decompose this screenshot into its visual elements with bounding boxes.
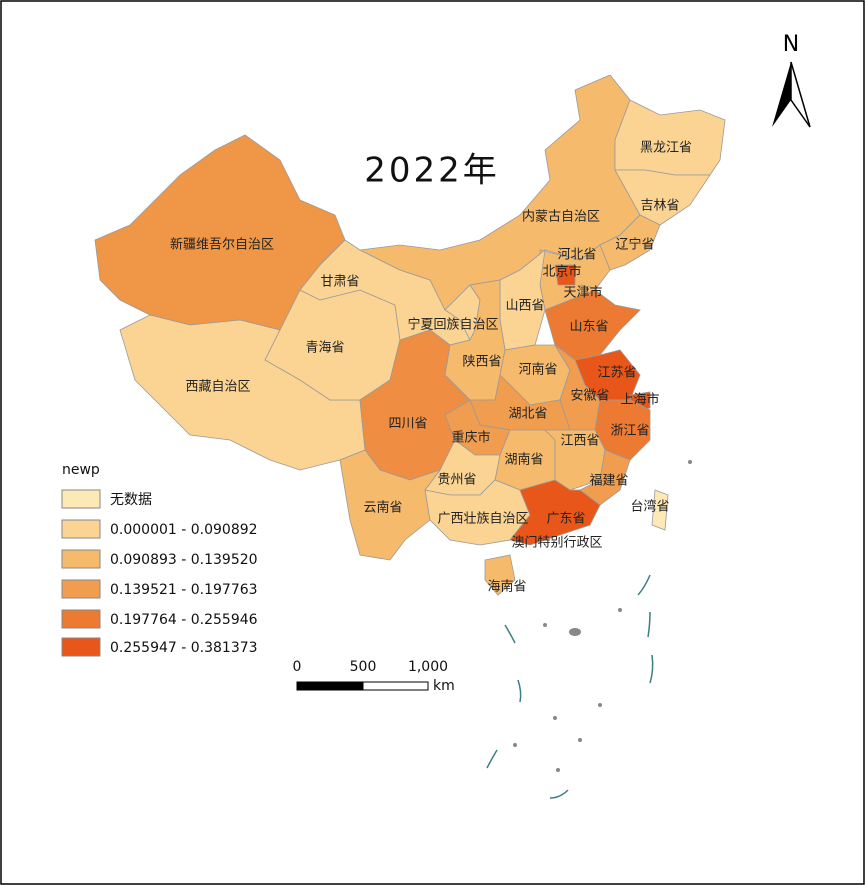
north-label: N — [783, 32, 799, 57]
nine-dash-line — [486, 574, 654, 799]
province-label: 澳门特别行政区 — [511, 535, 602, 551]
province-label: 陕西省 — [462, 355, 501, 370]
scale-unit: km — [433, 678, 455, 694]
province-label: 甘肃省 — [320, 275, 359, 290]
legend-label: 0.197764 - 0.255946 — [110, 612, 258, 628]
province-labels: 新疆维吾尔自治区 西藏自治区 青海省 甘肃省 内蒙古自治区 黑龙江省 吉林省 辽… — [170, 141, 692, 595]
province-label: 新疆维吾尔自治区 — [170, 237, 274, 253]
province — [509, 479, 601, 546]
province-label: 湖南省 — [504, 452, 543, 468]
scale-segment — [296, 681, 364, 691]
scale-label: 0 — [293, 659, 302, 675]
province-label: 江西省 — [560, 434, 599, 449]
legend-swatch — [61, 519, 101, 539]
legend-swatch — [61, 609, 101, 629]
islands — [513, 460, 692, 772]
scale-label: 1,000 — [408, 659, 448, 675]
province-label: 吉林省 — [640, 199, 679, 214]
province — [554, 264, 576, 286]
province-label: 福建省 — [589, 474, 628, 489]
province-label: 海南省 — [487, 579, 526, 595]
legend-swatch — [61, 579, 101, 599]
province-label: 重庆市 — [451, 430, 490, 446]
scale-bar: 0 500 1,000 km — [293, 659, 455, 694]
province-label: 河南省 — [518, 362, 557, 378]
legend-swatch — [61, 489, 101, 509]
province-label: 安徽省 — [570, 389, 609, 404]
province-label: 河北省 — [557, 248, 596, 263]
legend-label: 0.255947 - 0.381373 — [110, 640, 258, 656]
scale-label: 500 — [350, 659, 377, 675]
scale-segment — [362, 681, 429, 691]
province-label: 北京市 — [542, 264, 581, 280]
province-label: 江苏省 — [597, 365, 636, 381]
provinces — [94, 74, 726, 596]
legend-title: newp — [62, 462, 100, 478]
province-label: 西藏自治区 — [185, 380, 250, 395]
province-label: 内蒙古自治区 — [522, 209, 600, 225]
province-label: 黑龙江省 — [640, 141, 692, 156]
province-label: 上海市 — [620, 392, 659, 408]
province-label: 宁夏回族自治区 — [407, 317, 498, 333]
north-arrow: N — [772, 32, 811, 128]
province-label: 四川省 — [388, 417, 427, 432]
legend-swatch — [61, 637, 101, 657]
legend-label: 0.090893 - 0.139520 — [110, 552, 258, 568]
province-label: 山东省 — [569, 320, 608, 335]
legend-label: 0.139521 - 0.197763 — [110, 582, 258, 598]
province-label: 贵州省 — [437, 473, 476, 488]
province-label: 浙江省 — [610, 424, 649, 439]
legend-label: 0.000001 - 0.090892 — [110, 522, 258, 538]
province — [651, 489, 669, 531]
province — [599, 214, 661, 271]
legend: 无数据 0.000001 - 0.090892 0.090893 - 0.139… — [61, 489, 258, 657]
province-label: 辽宁省 — [615, 237, 654, 253]
legend-swatch — [61, 549, 101, 569]
province-label: 青海省 — [305, 341, 344, 356]
province-label: 广东省 — [546, 512, 585, 527]
province-label: 湖北省 — [508, 407, 547, 422]
province — [484, 554, 516, 596]
province-label: 天津市 — [563, 285, 602, 301]
legend-label: 无数据 — [110, 492, 152, 508]
province-label: 台湾省 — [630, 499, 669, 515]
province-label: 山西省 — [505, 299, 544, 314]
province-label: 云南省 — [363, 500, 402, 516]
province-label: 广西壮族自治区 — [437, 511, 528, 527]
map-title: 2022年 — [364, 151, 500, 191]
